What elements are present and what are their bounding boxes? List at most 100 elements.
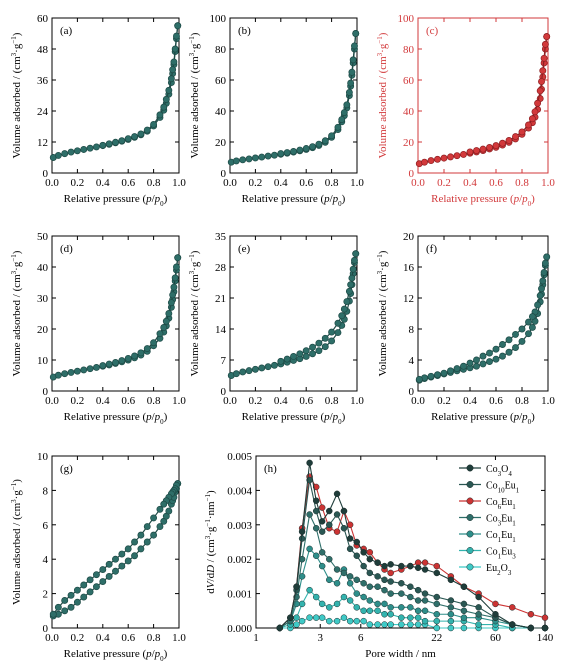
panel-h-data-point <box>398 590 405 597</box>
panel-d-data-point <box>124 355 132 362</box>
panel-f-ytick-label: 0 <box>409 386 415 398</box>
panel-h-ytick-label: 0.003 <box>227 520 252 532</box>
panel-g-data-point <box>105 572 113 580</box>
legend-swatch-marker <box>466 497 474 505</box>
panel-f-xtick-label: 0.6 <box>489 395 503 407</box>
legend-item: Co10Eu1 <box>459 481 520 495</box>
panel-e-data-point <box>239 368 247 376</box>
panel-e-xtick-label: 0.2 <box>249 395 263 407</box>
panel-b-xtick-label: 0.4 <box>274 177 288 189</box>
panel-g-data-point <box>86 576 94 584</box>
panel-h-data-point <box>475 593 482 601</box>
panel-h-data-point <box>475 621 482 628</box>
panel-c-label: (c) <box>426 25 439 37</box>
panel-h-data-point <box>312 497 320 504</box>
panel-d-ytick-label: 40 <box>37 262 49 274</box>
panel-g-data-point <box>131 538 138 546</box>
panel-f-ytick-label: 8 <box>409 324 415 336</box>
panel-h-data-point <box>374 573 381 580</box>
panel-g-data-point <box>92 583 100 591</box>
panel-b-data-point <box>343 101 351 109</box>
panel-h-data-point <box>353 604 361 611</box>
panel-c-data-point <box>538 78 545 86</box>
panel-g-data-point <box>99 578 107 586</box>
panel-f-data-point <box>512 330 519 338</box>
panel-a-ytick-label: 60 <box>37 13 49 25</box>
panel-g-data-point <box>73 598 81 606</box>
panel-e-data-point <box>340 305 348 313</box>
panel-b-data-point <box>245 155 253 163</box>
panel-f-ytick-label: 4 <box>409 355 415 367</box>
panel-e-data-point <box>321 334 329 342</box>
panel-h-data-point <box>447 597 455 604</box>
panel-h-data-point <box>306 614 313 621</box>
panel-h-data-point <box>340 593 348 601</box>
panel-a-data-point <box>61 150 69 158</box>
panel-h-data-point <box>366 607 374 615</box>
panel-a: 0.0 0.2 0.4 0.6 0.8 1.0 0 12 24 36 48 60 (a) Volume a… <box>10 13 186 208</box>
panel-e-data-point <box>315 347 323 355</box>
panel-d-frame <box>51 235 180 392</box>
panel-d-data-point <box>92 363 100 371</box>
panel-a-series-adsorption-line <box>53 25 179 159</box>
panel-b-data-point <box>315 140 323 148</box>
panel-e-xtick-label: 1.0 <box>350 395 364 407</box>
panel-d-data-point <box>174 254 182 262</box>
panel-b-data-point <box>251 154 259 162</box>
panel-g-data-point <box>124 557 132 565</box>
panel-h-data-point <box>541 614 549 621</box>
panel-d: 0.0 0.2 0.4 0.6 0.8 1.0 0 10 20 30 40 50 (d) Volume a… <box>10 231 186 426</box>
panel-h: 1 3 6 22 60 140 0.000 0.001 0.002 0.003 0.004 0.005… <box>204 451 554 660</box>
panel-a-xtick-label: 0.8 <box>147 177 161 189</box>
panel-g-data-point <box>118 550 126 558</box>
panel-h-data-point <box>366 549 374 556</box>
legend-label: Co3O4 <box>486 464 512 478</box>
panel-b-label: (b) <box>238 25 251 37</box>
panel-a-data-point <box>112 138 119 146</box>
panel-d-label: (d) <box>60 243 73 255</box>
panel-d-data-point <box>61 370 69 378</box>
legend-item: Co1Eu3 <box>459 547 516 561</box>
panel-c-data-point <box>453 152 461 160</box>
panel-d-xtick-label: 0.4 <box>96 395 110 407</box>
panel-h-xtick-label: 6 <box>358 632 364 644</box>
panel-a-data-point <box>162 95 170 103</box>
panel-b-frame <box>229 17 358 174</box>
legend-label: Eu2O3 <box>486 563 512 577</box>
panel-f-xlabel: Relative pressure (p/p0) <box>431 411 535 426</box>
panel-h-data-point <box>433 624 441 632</box>
panel-g-data-point <box>124 545 132 553</box>
panel-h-data-point <box>360 593 367 601</box>
panel-g-frame <box>51 455 180 629</box>
panel-a-data-point <box>174 22 182 30</box>
panel-h-data-point <box>398 604 405 611</box>
panel-h-data-point <box>414 607 422 615</box>
panel-h-data-point <box>447 617 455 625</box>
panel-c-series-desorption-line <box>469 36 548 153</box>
panel-e-data-point <box>348 274 356 282</box>
panel-e-data-point <box>309 343 316 351</box>
panel-d-data-point <box>170 283 178 291</box>
panel-c-data-point <box>543 33 551 41</box>
panel-h-data-point <box>306 586 313 594</box>
panel-c-xtick-label: 1.0 <box>541 177 555 189</box>
panel-g-data-point <box>156 523 164 530</box>
panel-a-xtick-label: 1.0 <box>172 177 186 189</box>
panel-h-data-point <box>287 614 294 621</box>
panel-e-data-point <box>264 363 272 371</box>
panel-e-ytick-label: 28 <box>215 262 227 274</box>
panel-d-ytick-label: 10 <box>37 355 49 367</box>
panel-a-data-point <box>160 103 168 111</box>
panel-e-data-point <box>271 361 278 369</box>
panel-d-data-point <box>171 274 179 282</box>
panel-a-data-point <box>124 135 132 143</box>
panel-c-data-point <box>427 157 435 165</box>
legend-item: Eu2O3 <box>459 563 512 577</box>
panel-h-data-point <box>374 600 381 608</box>
panel-d-xlabel: Relative pressure (p/p0) <box>64 411 168 426</box>
panel-c-ytick-label: 60 <box>403 75 415 87</box>
panel-g-data-point <box>150 531 158 539</box>
panel-h-data-point <box>360 562 367 570</box>
panel-d-data-point <box>160 324 168 331</box>
